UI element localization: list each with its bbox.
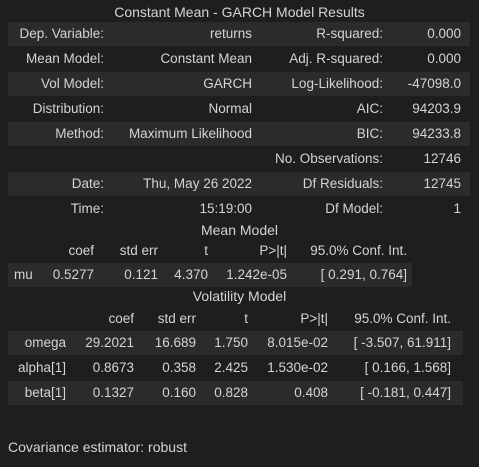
summary-label: Time: bbox=[70, 201, 104, 216]
summary-label: Date: bbox=[71, 176, 104, 191]
summary-label: R-squared: bbox=[316, 26, 383, 41]
summary-value: 0.000 bbox=[427, 51, 461, 66]
summary-value: GARCH bbox=[203, 76, 252, 91]
p-value-cell: 1.530e-02 bbox=[267, 360, 328, 375]
conf-int-cell: [ -3.507, 61.911] bbox=[353, 335, 451, 350]
conf-int-cell: [ 0.291, 0.764] bbox=[320, 267, 407, 282]
std-err-cell: 0.121 bbox=[124, 267, 158, 282]
coef-cell: 0.8673 bbox=[92, 360, 134, 375]
summary-row: No. Observations: 12746 bbox=[8, 147, 470, 171]
summary-value: -47098.0 bbox=[407, 76, 461, 91]
summary-label: BIC: bbox=[356, 126, 383, 141]
std-err-cell: 0.358 bbox=[162, 360, 196, 375]
volatility-model-row: omega 29.2021 16.689 1.750 8.015e-02 [ -… bbox=[8, 331, 463, 355]
param-name: mu bbox=[14, 267, 33, 282]
p-value-cell: 1.242e-05 bbox=[226, 267, 287, 282]
p-value-cell: 0.408 bbox=[294, 385, 328, 400]
summary-label: No. Observations: bbox=[274, 151, 383, 166]
summary-label: AIC: bbox=[356, 101, 383, 116]
summary-row: Vol Model: GARCH Log-Likelihood: -47098.… bbox=[8, 72, 470, 96]
volatility-model-caption: Volatility Model bbox=[192, 288, 287, 304]
summary-label: Vol Model: bbox=[40, 76, 104, 91]
summary-value: Thu, May 26 2022 bbox=[143, 176, 252, 191]
summary-row: Method: Maximum Likelihood BIC: 94233.8 bbox=[8, 122, 470, 146]
column-header: 95.0% Conf. Int. bbox=[310, 243, 407, 258]
summary-value: 12746 bbox=[423, 151, 461, 166]
column-header: std err bbox=[157, 311, 196, 326]
column-header: coef bbox=[108, 311, 134, 326]
summary-value: returns bbox=[209, 26, 252, 41]
column-header: t bbox=[204, 243, 208, 258]
volatility-model-header: coef std err t P>|t| 95.0% Conf. Int. bbox=[8, 308, 463, 330]
coef-cell: 0.5277 bbox=[52, 267, 94, 282]
summary-value: Constant Mean bbox=[160, 51, 252, 66]
column-header: P>|t| bbox=[300, 311, 328, 326]
column-header: 95.0% Conf. Int. bbox=[354, 311, 451, 326]
column-header: std err bbox=[119, 243, 158, 258]
summary-label: Df Model: bbox=[325, 201, 383, 216]
param-name: omega bbox=[24, 335, 66, 350]
summary-label: Method: bbox=[55, 126, 104, 141]
summary-value: Normal bbox=[208, 101, 252, 116]
summary-value: 12745 bbox=[423, 176, 461, 191]
summary-value: 94203.9 bbox=[412, 101, 461, 116]
p-value-cell: 8.015e-02 bbox=[267, 335, 328, 350]
column-header: coef bbox=[68, 243, 94, 258]
conf-int-cell: [ -0.181, 0.447] bbox=[360, 385, 451, 400]
coef-cell: 0.1327 bbox=[92, 385, 134, 400]
t-cell: 4.370 bbox=[174, 267, 208, 282]
summary-row: Time: 15:19:00 Df Model: 1 bbox=[8, 197, 470, 221]
summary-value: 1 bbox=[453, 201, 461, 216]
summary-value: 94233.8 bbox=[412, 126, 461, 141]
param-name: alpha[1] bbox=[17, 360, 66, 375]
mean-model-row: mu 0.5277 0.121 4.370 1.242e-05 [ 0.291,… bbox=[8, 263, 412, 287]
summary-label: Log-Likelihood: bbox=[291, 76, 383, 91]
volatility-model-row: beta[1] 0.1327 0.160 0.828 0.408 [ -0.18… bbox=[8, 381, 463, 405]
covariance-note: Covariance estimator: robust bbox=[8, 439, 187, 455]
summary-label: Adj. R-squared: bbox=[289, 51, 383, 66]
summary-value: 0.000 bbox=[427, 26, 461, 41]
summary-label: Distribution: bbox=[32, 101, 104, 116]
param-name: beta[1] bbox=[24, 385, 66, 400]
coef-cell: 29.2021 bbox=[85, 335, 134, 350]
summary-label: Df Residuals: bbox=[302, 176, 383, 191]
summary-caption: Constant Mean - GARCH Model Results bbox=[114, 4, 365, 20]
column-header: t bbox=[244, 311, 248, 326]
summary-row: Dep. Variable: returns R-squared: 0.000 bbox=[8, 22, 470, 46]
mean-model-caption: Mean Model bbox=[200, 222, 279, 238]
t-cell: 0.828 bbox=[214, 385, 248, 400]
conf-int-cell: [ 0.166, 1.568] bbox=[364, 360, 451, 375]
t-cell: 1.750 bbox=[214, 335, 248, 350]
std-err-cell: 16.689 bbox=[154, 335, 196, 350]
mean-model-header: coef std err t P>|t| 95.0% Conf. Int. bbox=[8, 240, 412, 262]
summary-row: Date: Thu, May 26 2022 Df Residuals: 127… bbox=[8, 172, 470, 196]
summary-row: Distribution: Normal AIC: 94203.9 bbox=[8, 97, 470, 121]
summary-value: Maximum Likelihood bbox=[128, 126, 252, 141]
summary-value: 15:19:00 bbox=[199, 201, 252, 216]
std-err-cell: 0.160 bbox=[162, 385, 196, 400]
volatility-model-row: alpha[1] 0.8673 0.358 2.425 1.530e-02 [ … bbox=[8, 356, 463, 380]
t-cell: 2.425 bbox=[214, 360, 248, 375]
summary-label: Dep. Variable: bbox=[19, 26, 104, 41]
summary-row: Mean Model: Constant Mean Adj. R-squared… bbox=[8, 47, 470, 71]
column-header: P>|t| bbox=[259, 243, 287, 258]
summary-label: Mean Model: bbox=[25, 51, 104, 66]
